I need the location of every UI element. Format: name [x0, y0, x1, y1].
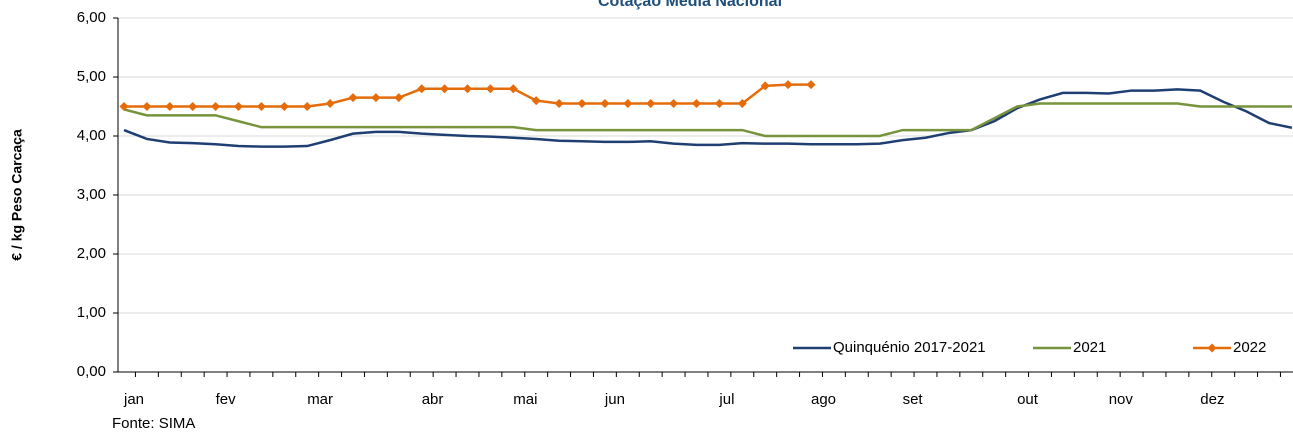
point-marker: [692, 99, 701, 109]
point-marker: [600, 99, 610, 109]
point-marker: [714, 99, 724, 109]
x-tick-label: set: [903, 391, 924, 408]
series-line: [123, 88, 1293, 148]
point-marker: [737, 99, 747, 109]
point-marker: [142, 102, 152, 111]
point-marker: [325, 99, 335, 109]
y-axis-label: € / kg Peso Carcaça: [9, 129, 25, 261]
y-tick-label: 3,00: [77, 186, 106, 203]
point-marker: [554, 99, 564, 109]
legend-label: 2021: [1073, 339, 1106, 356]
x-tick-label: jan: [123, 391, 144, 408]
y-tick-label: 1,00: [77, 304, 106, 321]
point-marker: [211, 102, 221, 111]
point-marker: [394, 93, 404, 103]
x-tick-label: jul: [718, 391, 734, 408]
x-tick-label: abr: [422, 391, 444, 408]
chart-title: Cotação Média Nacional: [598, 0, 782, 10]
point-marker: [348, 93, 358, 103]
point-marker: [485, 84, 495, 94]
series-line: [123, 102, 1292, 138]
point-marker: [646, 99, 656, 109]
point-marker: [577, 99, 587, 109]
point-marker: [669, 99, 679, 109]
point-marker: [440, 84, 450, 94]
point-marker: [302, 102, 312, 111]
point-marker: [119, 102, 129, 111]
x-tick-label: dez: [1200, 391, 1224, 408]
point-marker: [417, 84, 427, 94]
point-marker: [234, 102, 243, 111]
point-marker: [760, 81, 770, 91]
legend-label: Quinquénio 2017-2021: [833, 339, 986, 356]
legend-marker: [1207, 343, 1217, 353]
point-marker: [508, 84, 518, 94]
point-marker: [783, 80, 793, 90]
x-tick-label: fev: [216, 391, 237, 408]
point-marker: [371, 93, 381, 103]
point-marker: [531, 96, 541, 106]
point-marker: [279, 102, 289, 111]
x-tick-label: ago: [811, 391, 836, 408]
point-marker: [806, 80, 816, 90]
y-tick-label: 0,00: [77, 363, 106, 380]
point-marker: [256, 102, 266, 111]
legend-label: 2022: [1233, 339, 1266, 356]
x-tick-label: out: [1017, 391, 1039, 408]
x-tick-label: mai: [513, 391, 537, 408]
y-tick-label: 4,00: [77, 127, 106, 144]
point-marker: [188, 102, 198, 111]
point-marker: [463, 84, 472, 94]
x-tick-label: mar: [307, 391, 333, 408]
y-tick-label: 2,00: [77, 245, 106, 262]
y-tick-label: 6,00: [77, 9, 106, 26]
y-tick-label: 5,00: [77, 68, 106, 85]
point-marker: [623, 99, 633, 109]
source: Fonte: SIMA: [112, 415, 195, 432]
x-tick-label: jun: [604, 391, 625, 408]
x-tick-label: nov: [1109, 391, 1134, 408]
point-marker: [165, 102, 175, 111]
